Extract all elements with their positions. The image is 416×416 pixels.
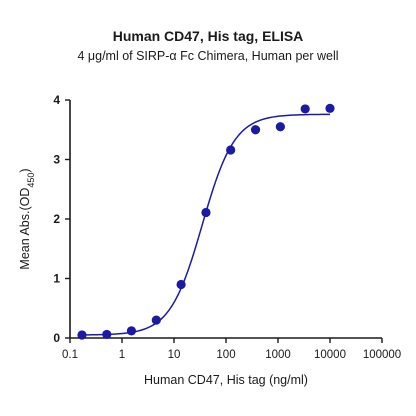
y-ticks: 0 1 2 3 4 (53, 93, 70, 345)
data-point (325, 103, 335, 113)
data-point (126, 326, 137, 336)
x-tick-label: 1 (119, 349, 125, 361)
data-point (250, 125, 261, 135)
y-axis-label-close: ) (18, 168, 32, 172)
data-point (151, 315, 161, 325)
x-ticks: 0.1 1 10 100 1000 10000 100000 (62, 338, 401, 361)
x-tick-label: 0.1 (62, 349, 78, 361)
y-tick-label: 4 (53, 93, 60, 107)
x-tick-label: 100000 (363, 349, 401, 361)
axes (69, 100, 382, 339)
data-point (300, 104, 310, 114)
data-point (77, 330, 87, 340)
data-point (275, 122, 285, 132)
fit-curve-layer (81, 113, 331, 336)
y-axis-label-main: Mean Abs.(OD (18, 188, 32, 270)
data-points-layer (77, 103, 335, 340)
x-axis-label: Human CD47, His tag (ng/ml) (144, 373, 308, 387)
data-point (102, 329, 112, 340)
y-tick-label: 0 (53, 331, 60, 345)
y-tick-label: 2 (53, 212, 60, 226)
y-tick-label: 1 (53, 272, 60, 286)
chart-subtitle: 4 μg/ml of SIRP-α Fc Chimera, Human per … (77, 49, 338, 63)
data-point (201, 207, 211, 218)
fit-curve (81, 113, 331, 336)
y-axis-label: Mean Abs.(OD450) (18, 168, 36, 269)
chart-title: Human CD47, His tag, ELISA (113, 28, 304, 44)
x-tick-label: 10000 (314, 349, 346, 361)
x-tick-label: 100 (216, 349, 235, 361)
y-axis-label-subscript: 450 (26, 173, 36, 188)
data-point (176, 279, 186, 290)
data-point (226, 145, 236, 155)
y-tick-label: 3 (53, 153, 60, 167)
x-tick-label: 1000 (265, 349, 291, 361)
x-tick-label: 10 (168, 349, 181, 361)
